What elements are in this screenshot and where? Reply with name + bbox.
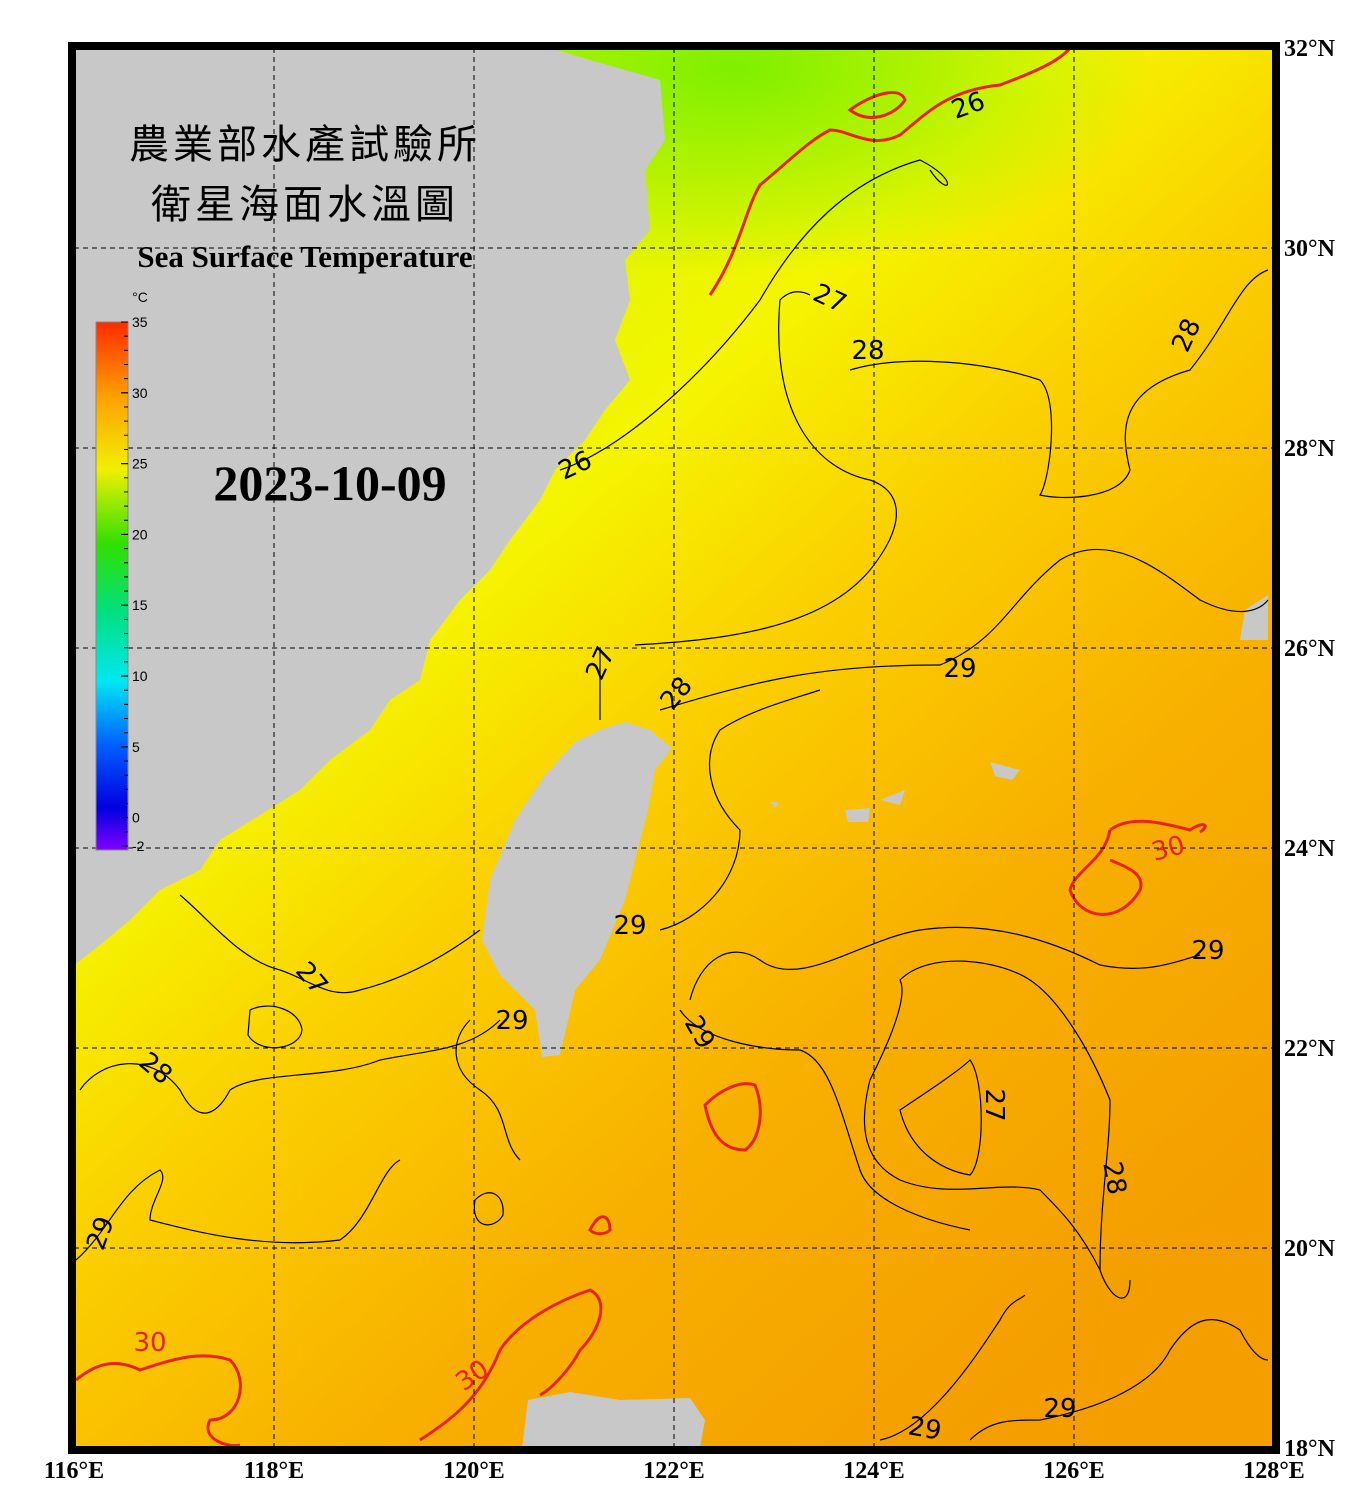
colorbar-tick-label: 10 — [132, 668, 148, 684]
lat-label: 26°N — [1284, 636, 1336, 662]
lat-label: 24°N — [1284, 836, 1336, 862]
lon-label: 122°E — [643, 1458, 705, 1484]
china-coast — [74, 48, 665, 965]
lat-label: 32°N — [1284, 36, 1336, 62]
isotherm-line — [689, 926, 1201, 1001]
luzon — [522, 1392, 705, 1448]
contour-label: 29 — [1191, 936, 1224, 966]
lat-label: 20°N — [1284, 1236, 1336, 1262]
colorbar-tick-label: 35 — [132, 314, 148, 330]
colorbar-tick-label: 20 — [132, 526, 148, 542]
colorbar-tick-label: 15 — [132, 597, 148, 613]
isotherm-line — [75, 1354, 242, 1448]
contour-label: 29 — [906, 1411, 944, 1446]
lat-label: 30°N — [1284, 236, 1336, 262]
isotherm-line — [634, 291, 897, 646]
lon-label: 126°E — [1043, 1458, 1105, 1484]
isotherm-line — [847, 91, 907, 119]
isotherm-line — [79, 1019, 501, 1114]
isotherm-line — [588, 1215, 612, 1236]
lon-label: 128°E — [1243, 1458, 1305, 1484]
isotherm-line — [703, 1082, 762, 1152]
land — [74, 48, 1268, 1448]
contour-label: 29 — [943, 654, 976, 684]
map-frame — [68, 42, 1280, 1454]
lon-label: 124°E — [843, 1458, 905, 1484]
colorbar-tick-label: 0 — [132, 810, 140, 826]
title-en: Sea Surface Temperature — [137, 239, 472, 274]
isotherm-line — [75, 1159, 401, 1261]
taiwan — [482, 722, 672, 1057]
contour-label: 28 — [1096, 1159, 1131, 1197]
isotherm-line — [708, 47, 1072, 296]
contour-label: 29 — [1043, 1394, 1076, 1424]
title-zh: 衛星海面水溫圖 — [151, 182, 459, 228]
isotherm-line — [969, 1319, 1269, 1441]
contour-label: 29 — [495, 1006, 528, 1036]
isotherm-line — [849, 269, 1269, 499]
colorbar-tick-label: 5 — [132, 739, 140, 755]
lat-label: 18°N — [1284, 1436, 1336, 1462]
date: 2023-10-09 — [213, 455, 446, 511]
isotherm-line — [899, 1059, 982, 1176]
isotherm-line — [419, 1288, 603, 1442]
graticule — [74, 48, 1274, 1448]
isotherm-line — [455, 1019, 521, 1161]
isotherm-line — [879, 1294, 1026, 1441]
isotherm-line — [247, 1005, 303, 1049]
isotherm-line — [1068, 819, 1207, 916]
colorbar-tick-label: -2 — [132, 838, 145, 854]
colorbar-tick-label: 30 — [132, 385, 148, 401]
lat-label: 28°N — [1284, 436, 1336, 462]
contour-label: 28 — [851, 336, 884, 366]
lat-label: 22°N — [1284, 1036, 1336, 1062]
colorbar — [95, 321, 129, 851]
isotherm-line — [559, 159, 948, 471]
isotherm-line — [473, 1192, 504, 1226]
colorbar-ticks: 35 30 25 20 15 10 5 0 -2 — [121, 314, 148, 854]
contour-label: 27 — [979, 1088, 1009, 1121]
title-zh: 農業部水產試驗所 — [129, 122, 481, 168]
isotherm-line — [679, 1009, 971, 1231]
contour-label: 30 — [133, 1328, 166, 1358]
colorbar-unit: °C — [132, 289, 148, 305]
isotherm-line — [179, 894, 481, 994]
contour-label: 29 — [613, 911, 646, 941]
lon-label: 118°E — [244, 1458, 304, 1484]
lon-label: 120°E — [443, 1458, 505, 1484]
isotherm-line — [869, 960, 1131, 1299]
lon-label: 116°E — [44, 1458, 104, 1484]
isotherms — [75, 47, 1269, 1448]
isotherm-line — [659, 689, 821, 931]
colorbar-tick-label: 25 — [132, 456, 148, 472]
isotherm-line — [659, 548, 1269, 711]
isotherm-line — [863, 1079, 1101, 1271]
